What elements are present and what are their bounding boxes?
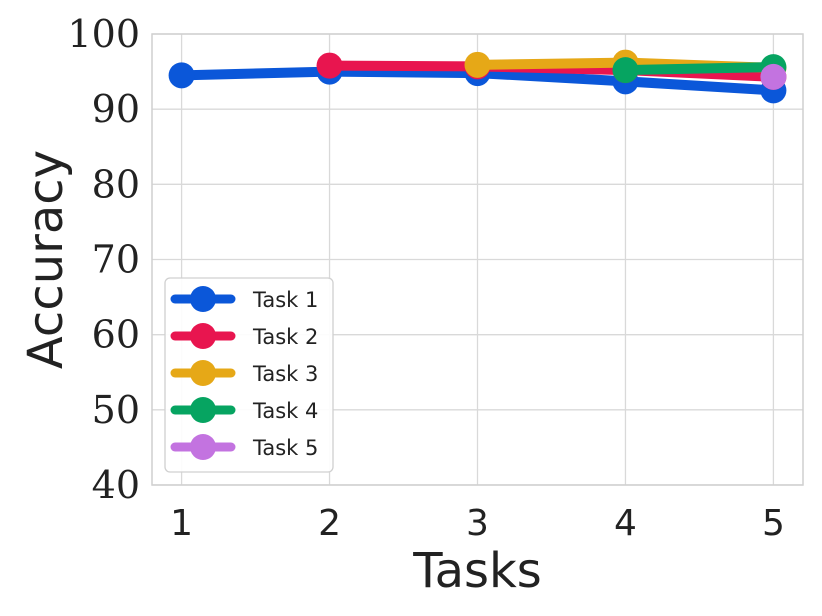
legend-swatch-marker — [190, 434, 216, 460]
legend-item: Task 5 — [170, 434, 318, 460]
legend-label: Task 5 — [252, 436, 318, 460]
series-line — [620, 62, 779, 76]
legend-label: Task 1 — [252, 288, 318, 312]
data-point — [168, 62, 195, 89]
legend-label: Task 3 — [252, 362, 318, 386]
x-tick-labels: 1 2 3 4 5 — [170, 503, 785, 544]
x-tick-label: 5 — [762, 503, 785, 544]
y-tick-label: 60 — [92, 313, 140, 357]
legend-swatch-marker — [190, 360, 216, 386]
legend-item: Task 1 — [170, 286, 318, 312]
legend: Task 1 Task 2 Task 3 Task 4 Task 5 — [164, 277, 334, 473]
series-task-5 — [760, 63, 787, 90]
data-point — [316, 52, 343, 79]
y-tick-label: 100 — [67, 12, 140, 56]
x-tick-label: 1 — [170, 503, 193, 544]
data-point — [612, 57, 639, 84]
legend-swatch-marker — [190, 323, 216, 349]
y-tick-label: 40 — [92, 463, 140, 507]
legend-item: Task 3 — [170, 360, 318, 386]
x-axis-label: Tasks — [412, 543, 542, 599]
legend-label: Task 4 — [252, 399, 318, 423]
legend-item: Task 4 — [170, 397, 318, 423]
legend-label: Task 2 — [252, 325, 318, 349]
y-tick-label: 80 — [92, 162, 140, 206]
x-tick-label: 3 — [466, 503, 489, 544]
y-tick-label: 70 — [92, 238, 140, 282]
legend-swatch-marker — [190, 286, 216, 312]
legend-swatch-marker — [190, 397, 216, 423]
legend-item: Task 2 — [170, 323, 318, 349]
x-tick-label: 2 — [318, 503, 341, 544]
y-tick-labels: 40 50 60 70 80 90 100 — [67, 12, 140, 507]
y-axis-label: Accuracy — [18, 150, 74, 369]
x-tick-label: 4 — [614, 503, 637, 544]
data-point — [760, 63, 787, 90]
series-lines — [168, 49, 787, 104]
y-tick-label: 90 — [92, 87, 140, 131]
y-tick-label: 50 — [92, 388, 140, 432]
data-point — [464, 51, 491, 78]
plot-frame — [151, 33, 804, 486]
